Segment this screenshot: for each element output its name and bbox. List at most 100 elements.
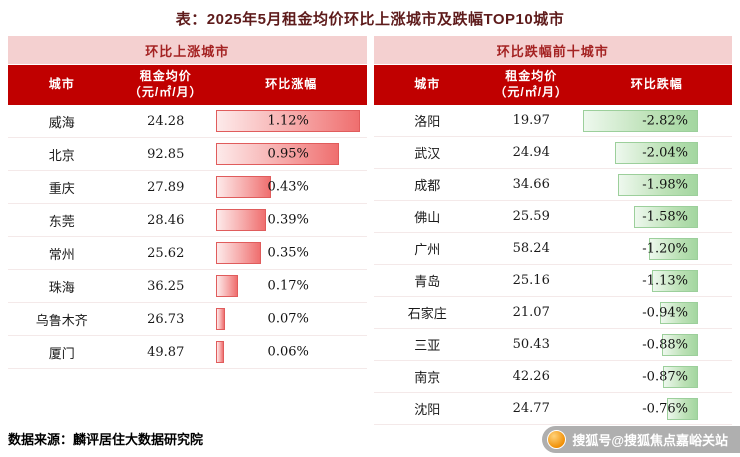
price-cell: 19.97 — [512, 113, 550, 128]
change-bar — [662, 365, 698, 388]
price-cell: 92.85 — [147, 146, 185, 162]
change-cell: 0.43% — [215, 171, 367, 203]
table-row: 佛山 25.59 -1.58% — [373, 201, 732, 233]
change-cell: -0.76% — [581, 393, 732, 424]
fall-col-header-price: 租金均价 （元/㎡/月） — [494, 69, 569, 99]
table-row: 广州 58.24 -1.20% — [373, 233, 732, 265]
change-bar-area: -1.58% — [583, 201, 698, 232]
change-cell: 0.07% — [215, 303, 367, 335]
change-label: -0.76% — [642, 401, 688, 416]
change-label: -2.82% — [642, 113, 688, 128]
change-cell: 0.39% — [215, 204, 367, 236]
change-label: 0.07% — [267, 311, 309, 327]
rise-col-header-change: 环比涨幅 — [265, 77, 318, 92]
tables-container: 环比上涨城市 城市 租金均价 （元/㎡/月） 环比涨幅 威海 24.28 1.12%… — [8, 36, 732, 425]
change-bar-area: -0.87% — [583, 361, 698, 392]
change-bar-area: -1.13% — [583, 265, 698, 296]
change-cell: -1.13% — [581, 265, 732, 296]
change-cell: -0.87% — [581, 361, 732, 392]
change-cell: 0.06% — [215, 336, 367, 368]
city-cell: 佛山 — [414, 211, 441, 226]
change-bar — [215, 176, 272, 198]
change-label: 0.39% — [267, 212, 309, 228]
change-label: 0.17% — [267, 278, 309, 294]
watermark-text: 搜狐号@搜狐焦点嘉峪关站 — [572, 433, 728, 448]
change-bar-area: 0.43% — [215, 171, 361, 203]
change-label: -1.58% — [642, 209, 688, 224]
table-row: 武汉 24.94 -2.04% — [373, 137, 732, 169]
change-bar — [662, 333, 698, 356]
city-cell: 石家庄 — [407, 307, 447, 322]
change-bar — [633, 205, 698, 228]
change-bar-area: -1.20% — [583, 233, 698, 264]
price-cell: 25.59 — [512, 209, 550, 224]
price-cell: 28.46 — [147, 212, 185, 228]
city-cell: 武汉 — [414, 147, 441, 162]
fall-table-header: 城市 租金均价 （元/㎡/月） 环比跌幅 — [373, 65, 732, 105]
change-bar — [215, 242, 262, 264]
rise-col-header-price: 租金均价 （元/㎡/月） — [128, 69, 203, 99]
fall-table-band: 环比跌幅前十城市 — [373, 36, 732, 65]
city-cell: 常州 — [48, 247, 75, 263]
change-bar — [615, 141, 698, 164]
city-cell: 北京 — [48, 148, 75, 164]
rise-table-body: 威海 24.28 1.12% 北京 92.85 0.95% 重庆 27.89 0.43% 东莞 28… — [8, 105, 367, 369]
change-bar — [215, 341, 224, 363]
change-cell: 0.35% — [215, 237, 367, 269]
city-cell: 青岛 — [414, 275, 441, 290]
price-cell: 25.16 — [512, 273, 550, 288]
table-row: 成都 34.66 -1.98% — [373, 169, 732, 201]
change-label: 0.06% — [267, 344, 309, 360]
table-row: 南京 42.26 -0.87% — [373, 361, 732, 393]
table-row: 北京 92.85 0.95% — [8, 138, 367, 171]
watermark-badge: 搜狐号@搜狐焦点嘉峪关站 — [542, 426, 740, 453]
price-cell: 24.94 — [512, 145, 550, 160]
change-cell: -0.94% — [581, 297, 732, 328]
change-bar-area: -2.82% — [583, 105, 698, 136]
change-bar-area: 0.35% — [215, 237, 361, 269]
price-cell: 24.28 — [147, 113, 185, 129]
table-row: 三亚 50.43 -0.88% — [373, 329, 732, 361]
city-cell: 沈阳 — [414, 403, 441, 418]
change-bar — [215, 275, 238, 297]
city-cell: 三亚 — [414, 339, 441, 354]
city-cell: 广州 — [414, 243, 441, 258]
page-title: 表：2025年5月租金均价环比上涨城市及跌幅TOP10城市 — [175, 11, 565, 28]
change-bar — [215, 110, 361, 132]
fall-table: 环比跌幅前十城市 城市 租金均价 （元/㎡/月） 环比跌幅 洛阳 19.97 -2.… — [373, 36, 732, 425]
change-bar-area: -0.76% — [583, 393, 698, 424]
table-row: 乌鲁木齐 26.73 0.07% — [8, 303, 367, 336]
change-bar-area: 0.95% — [215, 138, 361, 170]
change-label: -0.87% — [642, 369, 688, 384]
change-bar — [215, 143, 339, 165]
change-bar — [649, 237, 698, 260]
price-cell: 24.77 — [512, 401, 550, 416]
change-bar-area: 0.07% — [215, 303, 361, 335]
price-cell: 58.24 — [512, 241, 550, 256]
price-cell: 50.43 — [512, 337, 550, 352]
change-cell: -1.20% — [581, 233, 732, 264]
change-label: -2.04% — [642, 145, 688, 160]
change-bar-area: 1.12% — [215, 105, 361, 137]
price-cell: 34.66 — [512, 177, 550, 192]
change-bar — [583, 109, 698, 132]
change-bar — [659, 301, 698, 324]
price-cell: 26.73 — [147, 311, 185, 327]
city-cell: 重庆 — [48, 181, 75, 197]
change-bar — [215, 308, 226, 330]
price-cell: 42.26 — [512, 369, 550, 384]
table-row: 石家庄 21.07 -0.94% — [373, 297, 732, 329]
change-label: -0.88% — [642, 337, 688, 352]
city-cell: 厦门 — [48, 346, 75, 362]
rise-table-header: 城市 租金均价 （元/㎡/月） 环比涨幅 — [8, 65, 367, 105]
change-bar-area: -2.04% — [583, 137, 698, 168]
price-cell: 25.62 — [147, 245, 185, 261]
rise-table-band: 环比上涨城市 — [8, 36, 367, 65]
change-bar-area: -0.88% — [583, 329, 698, 360]
table-row: 常州 25.62 0.35% — [8, 237, 367, 270]
change-cell: -1.98% — [581, 169, 732, 200]
table-row: 洛阳 19.97 -2.82% — [373, 105, 732, 137]
fall-col-header-city: 城市 — [414, 77, 441, 92]
change-bar-area: 0.06% — [215, 336, 361, 368]
